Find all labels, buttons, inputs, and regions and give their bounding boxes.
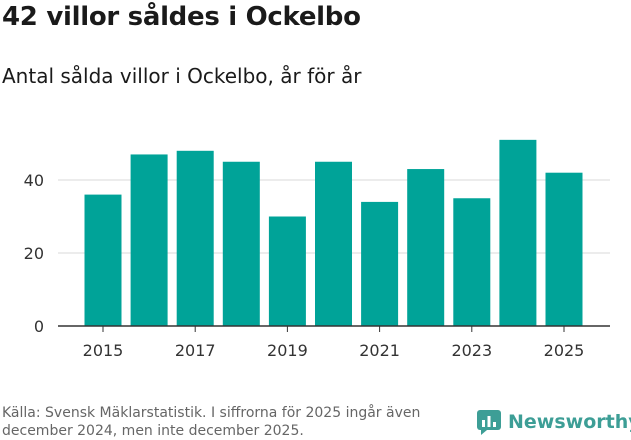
bar-2015 (84, 194, 122, 326)
logo-text: Newsworthy (508, 411, 631, 433)
x-tick-label-2021: 2021 (359, 341, 400, 360)
x-axis-ticks: 2015 2017 2019 2021 2023 2025 (83, 326, 585, 360)
bar-2023 (453, 198, 491, 326)
newsworthy-logo-icon (477, 410, 501, 435)
x-tick-label-2025: 2025 (544, 341, 585, 360)
bar-2025 (545, 172, 583, 326)
x-tick-label-2015: 2015 (83, 341, 124, 360)
bar-2019 (268, 216, 306, 326)
bar-chart: 0 20 40 2015 2017 2019 2021 2023 2025 (24, 139, 610, 360)
x-tick-label-2019: 2019 (267, 341, 308, 360)
bars (84, 139, 583, 326)
y-tick-label-0: 0 (34, 317, 44, 336)
newsworthy-logo: Newsworthy (476, 409, 631, 435)
chart-subtitle: Antal sålda villor i Ockelbo, år för år (2, 64, 362, 88)
bar-2020 (315, 161, 352, 326)
y-axis-ticks: 0 20 40 (24, 171, 44, 336)
x-tick-label-2023: 2023 (451, 341, 492, 360)
y-tick-label-40: 40 (24, 171, 44, 190)
bar-2022 (407, 169, 445, 326)
bar-2018 (222, 161, 260, 326)
y-tick-label-20: 20 (24, 244, 44, 263)
source-note: Källa: Svensk Mäklarstatistik. I siffror… (2, 405, 421, 439)
bar-2016 (130, 154, 168, 326)
bar-2024 (499, 139, 537, 326)
bar-2017 (176, 150, 214, 326)
chart-title: 42 villor såldes i Ockelbo (2, 2, 361, 32)
x-tick-label-2017: 2017 (175, 341, 216, 360)
bar-2021 (361, 201, 399, 326)
